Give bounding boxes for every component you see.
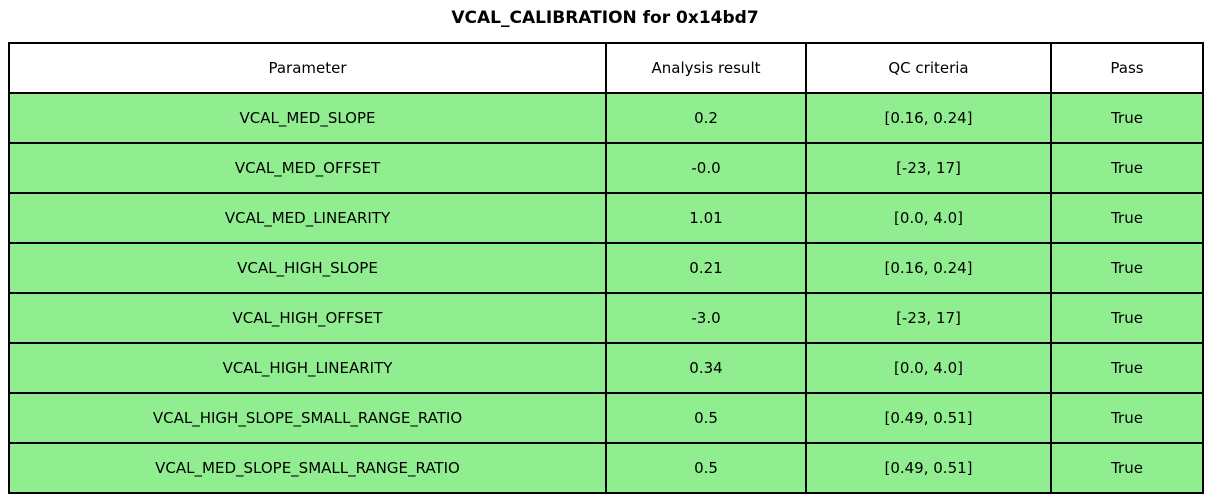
param-cell: VCAL_MED_SLOPE xyxy=(8,92,607,144)
result-cell: 0.2 xyxy=(605,92,807,144)
table-row: VCAL_MED_SLOPE 0.2 [0.16, 0.24] True xyxy=(8,92,1204,144)
column-header-qc-criteria: QC criteria xyxy=(805,42,1052,94)
pass-cell: True xyxy=(1050,392,1204,444)
param-cell: VCAL_HIGH_OFFSET xyxy=(8,292,607,344)
table-row: VCAL_HIGH_SLOPE_SMALL_RANGE_RATIO 0.5 [0… xyxy=(8,392,1204,444)
qc-cell: [0.49, 0.51] xyxy=(805,442,1052,494)
table-row: VCAL_HIGH_SLOPE 0.21 [0.16, 0.24] True xyxy=(8,242,1204,294)
qc-cell: [0.16, 0.24] xyxy=(805,92,1052,144)
result-cell: 0.21 xyxy=(605,242,807,294)
param-cell: VCAL_HIGH_SLOPE xyxy=(8,242,607,294)
param-cell: VCAL_HIGH_LINEARITY xyxy=(8,342,607,394)
pass-cell: True xyxy=(1050,342,1204,394)
qc-cell: [0.49, 0.51] xyxy=(805,392,1052,444)
result-cell: -3.0 xyxy=(605,292,807,344)
table-row: VCAL_MED_LINEARITY 1.01 [0.0, 4.0] True xyxy=(8,192,1204,244)
table-row: VCAL_HIGH_LINEARITY 0.34 [0.0, 4.0] True xyxy=(8,342,1204,394)
result-cell: 0.5 xyxy=(605,442,807,494)
qc-cell: [-23, 17] xyxy=(805,142,1052,194)
result-cell: -0.0 xyxy=(605,142,807,194)
result-cell: 0.5 xyxy=(605,392,807,444)
header-row: Parameter Analysis result QC criteria Pa… xyxy=(8,42,1204,94)
page-title: VCAL_CALIBRATION for 0x14bd7 xyxy=(451,8,759,28)
result-cell: 0.34 xyxy=(605,342,807,394)
param-cell: VCAL_MED_OFFSET xyxy=(8,142,607,194)
pass-cell: True xyxy=(1050,442,1204,494)
pass-cell: True xyxy=(1050,242,1204,294)
qc-cell: [0.0, 4.0] xyxy=(805,342,1052,394)
column-header-analysis-result: Analysis result xyxy=(605,42,807,94)
qc-cell: [0.16, 0.24] xyxy=(805,242,1052,294)
column-header-pass: Pass xyxy=(1050,42,1204,94)
param-cell: VCAL_MED_LINEARITY xyxy=(8,192,607,244)
qc-cell: [-23, 17] xyxy=(805,292,1052,344)
qc-calibration-table: Parameter Analysis result QC criteria Pa… xyxy=(8,42,1204,494)
param-cell: VCAL_MED_SLOPE_SMALL_RANGE_RATIO xyxy=(8,442,607,494)
pass-cell: True xyxy=(1050,192,1204,244)
pass-cell: True xyxy=(1050,292,1204,344)
param-cell: VCAL_HIGH_SLOPE_SMALL_RANGE_RATIO xyxy=(8,392,607,444)
qc-cell: [0.0, 4.0] xyxy=(805,192,1052,244)
result-cell: 1.01 xyxy=(605,192,807,244)
column-header-parameter: Parameter xyxy=(8,42,607,94)
table-row: VCAL_MED_OFFSET -0.0 [-23, 17] True xyxy=(8,142,1204,194)
table-row: VCAL_HIGH_OFFSET -3.0 [-23, 17] True xyxy=(8,292,1204,344)
pass-cell: True xyxy=(1050,92,1204,144)
table-row: VCAL_MED_SLOPE_SMALL_RANGE_RATIO 0.5 [0.… xyxy=(8,442,1204,494)
pass-cell: True xyxy=(1050,142,1204,194)
